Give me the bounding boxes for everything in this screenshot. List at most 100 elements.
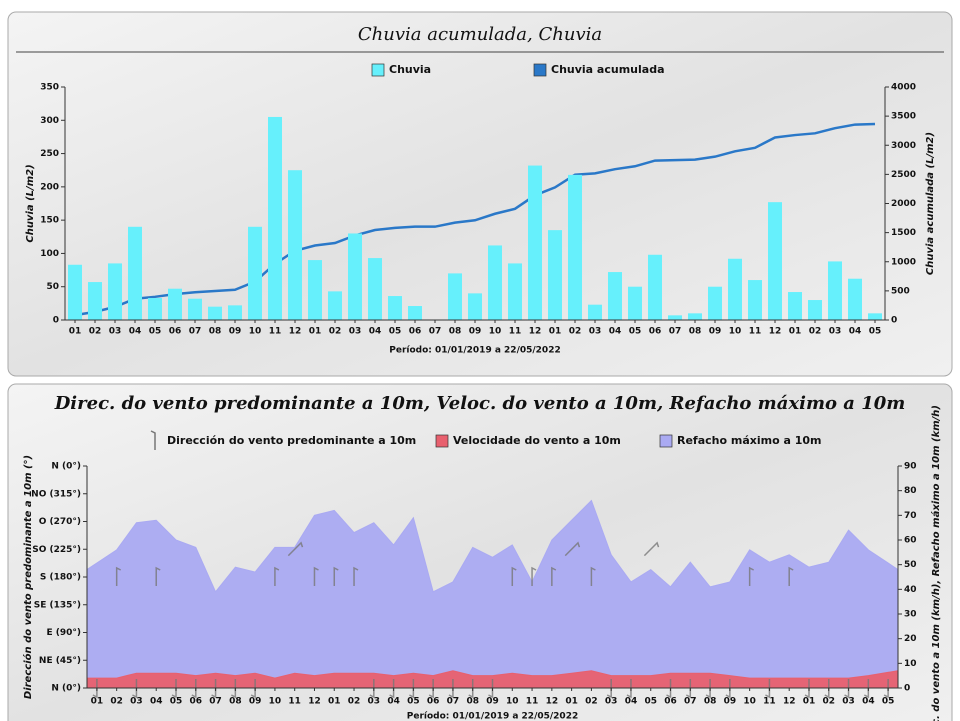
y2-tick-label: 3000 [891,141,916,151]
y2-tick-label: 60 [904,536,917,546]
y2-tick-label: 30 [904,610,917,620]
direction-arrow [551,566,557,586]
x-tick-label: 02 [809,327,822,337]
x-tick-label: 05 [170,697,183,707]
legend-label: Refacho máximo a 10m [677,434,822,447]
y-tick-label: 300 [40,116,59,126]
bar [228,305,242,320]
y2-tick-label: 70 [904,511,917,521]
direction-arrow [428,679,434,699]
x-tick-label: 03 [349,327,362,337]
panel [7,11,953,377]
x-tick-label: 07 [209,697,222,707]
x-tick-label: 08 [209,327,222,337]
bar [748,280,762,320]
x-tick-label: 04 [129,327,142,337]
x-tick-label: 04 [862,697,875,707]
x-tick-label: 04 [150,697,163,707]
x-tick-label: 06 [190,697,203,707]
x-tick-label: 04 [387,697,400,707]
bar [308,260,322,320]
bar [768,202,782,320]
x-tick-label: 01 [549,327,562,337]
direction-arrow [564,541,581,557]
bar [348,233,362,320]
direction-arrow [685,679,692,699]
x-tick-label: 05 [149,327,162,337]
bar [688,313,702,320]
y-tick-label: 350 [40,83,59,93]
x-tick-label: 12 [546,697,559,707]
x-tick-label: 02 [348,697,361,707]
y-tick-label: 0 [53,316,59,326]
x-tick-label: 09 [229,327,242,337]
chart-title: Direc. do vento predominante a 10m, Velo… [54,393,906,414]
x-tick-label: 01 [328,697,341,707]
y2-tick-label: 50 [904,560,917,570]
direction-arrow [606,679,612,699]
y2-tick-label: 80 [904,486,917,496]
bar [848,278,862,320]
direction-arrow [353,566,359,586]
direction-arrow [725,679,731,699]
y2-tick-label: 90 [904,462,917,472]
bar [728,258,742,320]
direction-arrow [666,679,672,699]
area [86,499,899,689]
bar [548,230,562,320]
y2-tick-label: 0 [904,684,910,694]
x-tick-label: 05 [644,697,657,707]
x-tick-label: 06 [427,697,440,707]
x-tick-label: 04 [369,327,382,337]
y-tick-label: O (270°) [39,517,81,527]
x-tick-label: 02 [110,697,123,707]
direction-arrow [468,679,474,699]
direction-arrow [531,566,537,586]
x-tick-label: 02 [823,697,836,707]
x-tick-label: 01 [565,697,578,707]
x-axis-title: Período: 01/01/2019 a 22/05/2022 [407,712,578,721]
y-tick-label: NO (315°) [31,489,81,499]
direction-arrow [191,679,197,699]
direction-arrow [115,566,122,586]
x-tick-label: 02 [585,697,598,707]
x-tick-label: 06 [169,327,182,337]
bar [68,264,82,320]
y-tick-label: N (0°) [51,462,81,472]
y-tick-label: N (0°) [51,684,81,694]
bar [368,258,382,320]
legend-swatch [533,63,547,77]
y-tick-label: E (90°) [46,628,81,638]
x-tick-label: 12 [308,697,321,707]
y2-tick-label: 40 [904,585,917,595]
direction-arrow [804,679,810,699]
x-tick-label: 01 [789,327,802,337]
direction-arrow [211,679,217,699]
x-tick-label: 11 [526,697,539,707]
direction-arrow [369,679,375,699]
y-tick-label: 200 [40,182,59,192]
bar [188,298,202,320]
x-tick-label: 05 [882,697,895,707]
bar [508,263,522,320]
x-tick-label: 09 [486,697,499,707]
direction-arrow [626,679,632,699]
x-tick-label: 11 [288,697,301,707]
x-tick-label: 04 [609,327,622,337]
direction-arrow [155,566,161,586]
direction-arrow [171,679,177,699]
x-tick-label: 05 [407,697,420,707]
x-tick-label: 05 [629,327,642,337]
x-tick-label: 02 [329,327,342,337]
bar [208,306,222,320]
bar [288,170,302,320]
line [74,122,876,317]
bar [328,291,342,320]
x-tick-label: 01 [309,327,322,337]
direction-arrow [333,566,339,586]
bar [88,282,102,320]
x-tick-label: 03 [109,327,122,337]
y2-tick-label: 1000 [891,257,916,267]
x-tick-label: 10 [269,697,282,707]
y-tick-label: S (180°) [40,573,81,583]
